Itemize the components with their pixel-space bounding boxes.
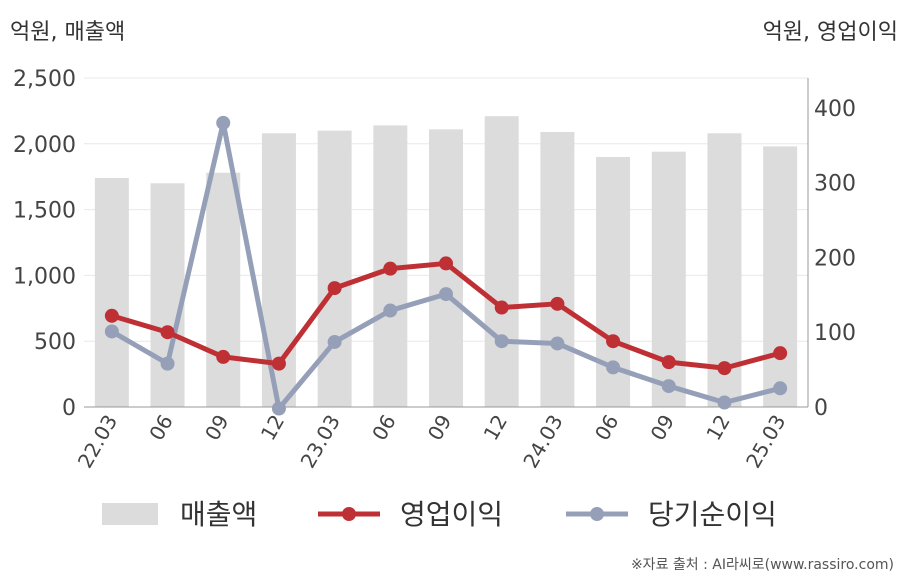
revenue-bar — [763, 146, 798, 407]
x-tick-label: 09 — [423, 411, 457, 445]
data-point — [606, 360, 621, 375]
data-point — [494, 334, 509, 349]
x-tick-label: 12 — [701, 411, 735, 445]
data-point — [773, 381, 788, 396]
right-axis-unit: 억원, 영업이익 — [762, 20, 898, 45]
x-tick-label: 06 — [144, 411, 178, 445]
right-tick-label: 200 — [814, 246, 856, 271]
data-point — [383, 261, 398, 276]
data-point — [439, 287, 453, 302]
x-axis-ticks: 22.03 06 09 12 23.03 06 09 12 24.03 06 09 12 25.03 — [73, 411, 791, 473]
x-tick-label: 06 — [367, 411, 401, 445]
right-tick-label: 0 — [814, 396, 828, 421]
left-tick-label: 1,500 — [13, 199, 76, 224]
data-point — [661, 379, 676, 394]
legend-label: 매출액 — [180, 498, 257, 531]
x-tick-label: 25.03 — [741, 411, 790, 473]
data-point — [550, 336, 565, 351]
revenue-bar — [540, 131, 575, 407]
x-tick-label: 09 — [200, 411, 234, 445]
series-net-income — [104, 115, 788, 416]
right-tick-label: 300 — [814, 172, 856, 197]
revenue-bar — [150, 183, 185, 407]
left-tick-label: 0 — [62, 396, 76, 421]
revenue-bar — [484, 116, 519, 407]
left-tick-label: 1,000 — [13, 264, 76, 289]
x-tick-label: 23.03 — [296, 411, 345, 473]
data-point — [327, 281, 342, 296]
source-note: ※자료 출처 : AI라씨로(www.rassiro.com) — [630, 557, 894, 573]
x-tick-label: 22.03 — [73, 411, 122, 473]
right-axis-ticks: 0 100 200 300 400 — [814, 97, 856, 421]
x-tick-label: 09 — [646, 411, 680, 445]
left-tick-label: 2,500 — [13, 67, 76, 92]
data-point — [439, 256, 453, 271]
x-tick-label: 12 — [256, 411, 290, 445]
series-operating-profit — [104, 256, 788, 376]
data-point — [216, 349, 231, 364]
x-tick-label: 12 — [479, 411, 513, 445]
revenue-bar — [317, 130, 352, 407]
data-point — [383, 303, 398, 318]
data-point — [717, 395, 732, 410]
legend-item-net-income: 당기순이익 — [566, 498, 777, 531]
data-point — [327, 334, 342, 349]
data-point — [606, 334, 621, 349]
data-point — [271, 401, 286, 416]
data-point — [494, 300, 509, 315]
legend-item-operating-profit: 영업이익 — [318, 498, 503, 531]
legend-item-revenue: 매출액 — [102, 498, 257, 531]
revenue-bar — [94, 178, 129, 407]
data-point — [160, 325, 175, 340]
left-tick-label: 500 — [34, 330, 76, 355]
right-tick-label: 100 — [814, 321, 856, 346]
data-point — [160, 356, 175, 371]
data-point — [104, 308, 119, 323]
data-point — [661, 355, 676, 370]
x-tick-label: 06 — [590, 411, 624, 445]
data-point — [773, 346, 788, 361]
legend-marker — [590, 507, 604, 521]
revenue-bar — [206, 172, 241, 407]
data-point — [550, 296, 565, 311]
data-point — [717, 361, 732, 376]
legend-swatch — [102, 503, 158, 525]
x-tick-label: 24.03 — [518, 411, 567, 473]
profit-lines — [104, 115, 788, 416]
right-tick-label: 400 — [814, 97, 856, 122]
legend-label: 영업이익 — [400, 498, 503, 531]
legend: 매출액 영업이익 당기순이익 — [102, 498, 777, 531]
data-point — [271, 356, 286, 371]
legend-label: 당기순이익 — [648, 498, 777, 531]
left-tick-label: 2,000 — [13, 133, 76, 158]
left-axis-unit: 억원, 매출액 — [10, 20, 126, 45]
left-axis-ticks: 0 500 1,000 1,500 2,000 2,500 — [13, 67, 76, 421]
legend-marker — [342, 507, 356, 521]
data-point — [104, 324, 119, 339]
data-point — [216, 115, 231, 130]
